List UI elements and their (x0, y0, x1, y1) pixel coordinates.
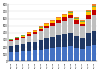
Bar (15, 45, 19, 52)
Bar (33, 42, 37, 50)
Bar (38, 26, 43, 27)
Bar (56, 23, 61, 35)
Bar (15, 52, 19, 61)
Bar (80, 26, 85, 38)
Bar (80, 38, 85, 49)
Bar (56, 17, 61, 18)
Bar (86, 15, 90, 19)
Bar (62, 34, 67, 47)
Bar (92, 15, 96, 31)
Bar (44, 26, 49, 28)
Bar (68, 12, 73, 13)
Bar (80, 24, 85, 26)
Bar (68, 18, 73, 33)
Bar (44, 24, 49, 26)
Bar (38, 40, 43, 49)
Bar (62, 47, 67, 61)
Bar (68, 33, 73, 46)
Bar (80, 20, 85, 21)
Bar (44, 38, 49, 49)
Bar (74, 18, 79, 19)
Bar (33, 30, 37, 31)
Bar (92, 7, 96, 11)
Bar (50, 26, 55, 37)
Bar (9, 52, 13, 61)
Bar (21, 35, 25, 36)
Bar (15, 38, 19, 40)
Bar (21, 51, 25, 61)
Bar (15, 40, 19, 45)
Bar (38, 49, 43, 61)
Bar (21, 38, 25, 44)
Bar (9, 40, 13, 41)
Bar (74, 20, 79, 24)
Bar (74, 24, 79, 36)
Bar (21, 37, 25, 38)
Bar (74, 19, 79, 20)
Bar (33, 32, 37, 34)
Bar (33, 50, 37, 61)
Bar (86, 10, 90, 11)
Bar (86, 19, 90, 33)
Bar (92, 11, 96, 15)
Bar (62, 17, 67, 21)
Bar (92, 45, 96, 61)
Bar (62, 14, 67, 15)
Bar (33, 31, 37, 32)
Bar (68, 46, 73, 61)
Bar (50, 37, 55, 48)
Bar (74, 48, 79, 61)
Bar (27, 51, 31, 61)
Bar (9, 39, 13, 40)
Bar (56, 35, 61, 47)
Bar (44, 49, 49, 61)
Bar (44, 28, 49, 38)
Bar (80, 49, 85, 61)
Bar (38, 27, 43, 29)
Bar (56, 20, 61, 23)
Bar (27, 36, 31, 42)
Bar (86, 33, 90, 46)
Bar (74, 36, 79, 48)
Bar (27, 33, 31, 34)
Bar (21, 44, 25, 51)
Bar (44, 23, 49, 24)
Bar (50, 48, 55, 61)
Bar (86, 46, 90, 61)
Bar (9, 41, 13, 46)
Bar (50, 23, 55, 26)
Bar (21, 36, 25, 37)
Bar (86, 12, 90, 15)
Bar (68, 15, 73, 18)
Bar (38, 29, 43, 31)
Bar (92, 6, 96, 7)
Bar (62, 21, 67, 34)
Bar (80, 21, 85, 22)
Bar (33, 34, 37, 42)
Bar (74, 17, 79, 18)
Bar (27, 34, 31, 36)
Bar (62, 15, 67, 17)
Bar (68, 13, 73, 15)
Bar (56, 47, 61, 61)
Bar (15, 37, 19, 38)
Bar (50, 20, 55, 21)
Bar (92, 4, 96, 6)
Bar (92, 31, 96, 45)
Bar (38, 31, 43, 40)
Bar (86, 11, 90, 12)
Bar (80, 22, 85, 24)
Bar (27, 32, 31, 33)
Bar (27, 42, 31, 51)
Bar (50, 21, 55, 23)
Bar (9, 46, 13, 52)
Bar (56, 18, 61, 20)
Bar (68, 11, 73, 12)
